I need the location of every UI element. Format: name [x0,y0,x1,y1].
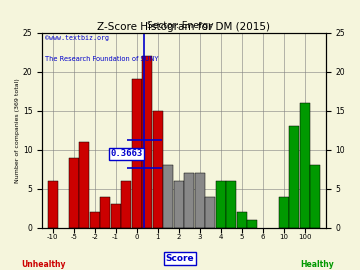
Bar [216,181,226,228]
Bar [121,181,131,228]
Bar [205,197,215,228]
Bar [226,181,236,228]
Bar [163,166,173,228]
Bar [153,111,163,228]
Bar [310,166,320,228]
Bar [195,173,205,228]
Bar [184,173,194,228]
Title: Z-Score Histogram for DM (2015): Z-Score Histogram for DM (2015) [98,22,270,32]
Bar [174,181,184,228]
Bar [279,197,289,228]
Bar [247,220,257,228]
Text: 0.3663: 0.3663 [111,149,143,158]
Bar [289,126,299,228]
Text: Score: Score [166,254,194,263]
Bar [142,56,152,228]
Text: Unhealthy: Unhealthy [21,260,66,269]
Bar [132,79,142,228]
Y-axis label: Number of companies (369 total): Number of companies (369 total) [15,78,20,183]
Bar [237,212,247,228]
Text: Healthy: Healthy [300,260,334,269]
Bar [90,212,100,228]
Bar [100,197,110,228]
Bar [300,103,310,228]
Bar [69,158,79,228]
Bar [79,142,89,228]
Text: ©www.textbiz.org: ©www.textbiz.org [45,35,109,42]
Bar [48,181,58,228]
Text: The Research Foundation of SUNY: The Research Foundation of SUNY [45,56,158,62]
Bar [111,204,121,228]
Text: Sector: Energy: Sector: Energy [147,21,213,30]
